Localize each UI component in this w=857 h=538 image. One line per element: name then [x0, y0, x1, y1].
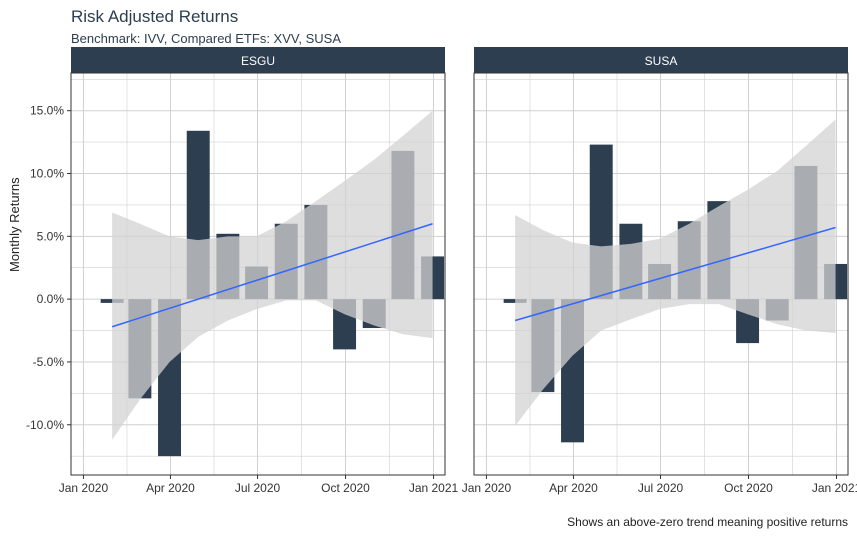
x-tick-label: Oct 2020 [321, 481, 370, 495]
facet-panel-esgu: ESGU Jan 2020 Apr 2020 Jul 2020 Oct 2020 Jan … [59, 47, 459, 495]
y-tick-label: 10.0% [30, 167, 64, 181]
y-tick-label: 0.0% [37, 292, 65, 306]
x-tick-label: Jan 2021 [409, 481, 459, 495]
facet-strip-label: SUSA [645, 54, 678, 68]
x-tick-label: Apr 2020 [549, 481, 598, 495]
trend-line [514, 226, 836, 322]
x-tick-label: Jan 2020 [59, 481, 109, 495]
x-tick-label: Jan 2021 [812, 481, 857, 495]
facet-strip-label: ESGU [241, 54, 275, 68]
y-tick-label: 5.0% [37, 229, 65, 243]
trend-line [111, 223, 433, 328]
facet-panel-susa: SUSA Jan 2020 Apr 2020 Jul 2020 Oct 2020 Jan … [462, 47, 857, 495]
chart-title: Risk Adjusted Returns [71, 7, 239, 26]
facet-strip [474, 47, 848, 73]
x-tick-label: Jul 2020 [638, 481, 684, 495]
y-tick-label: -5.0% [33, 355, 65, 369]
chart-subtitle: Benchmark: IVV, Compared ETFs: XVV, SUSA [71, 31, 341, 46]
x-tick-label: Apr 2020 [146, 481, 195, 495]
facet-strip [71, 47, 445, 73]
y-tick-label: -10.0% [26, 418, 64, 432]
chart-caption: Shows an above-zero trend meaning positi… [567, 515, 848, 529]
x-tick-label: Jul 2020 [235, 481, 281, 495]
y-tick-label: 15.0% [30, 104, 64, 118]
x-tick-label: Jan 2020 [462, 481, 512, 495]
confidence-band [515, 119, 836, 427]
x-tick-label: Oct 2020 [724, 481, 773, 495]
